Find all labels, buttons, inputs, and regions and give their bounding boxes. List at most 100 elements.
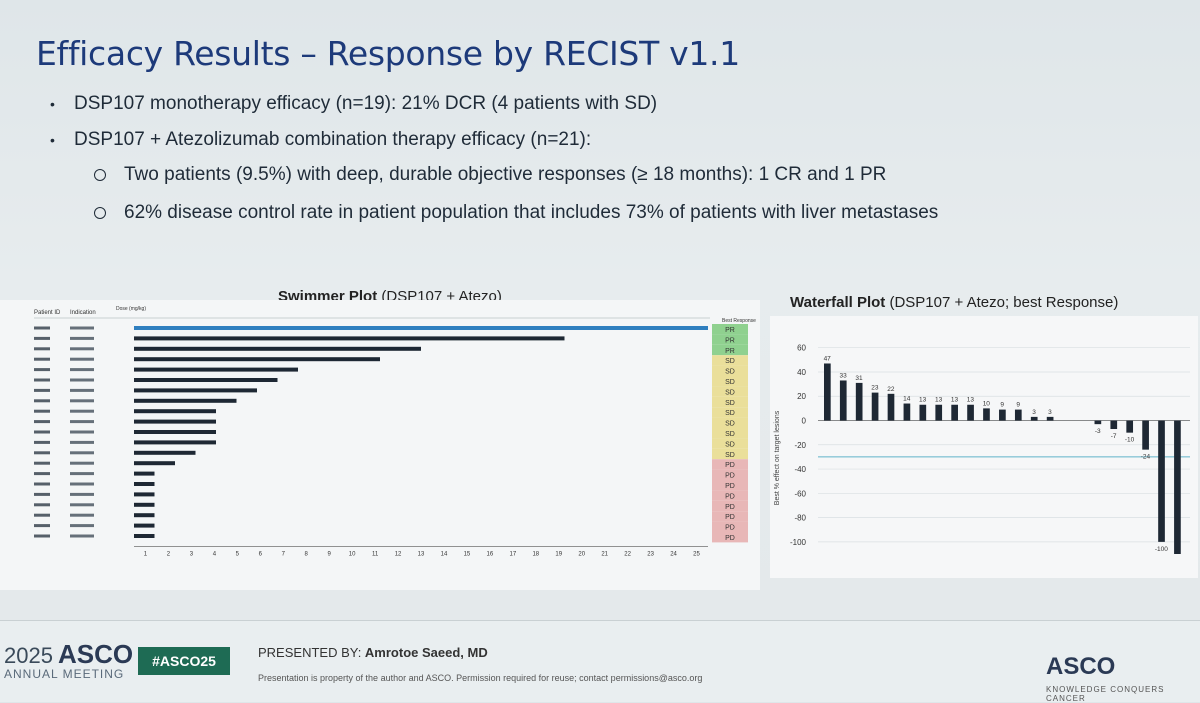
swimmer-row-indication xyxy=(70,347,94,351)
swimmer-row-indication xyxy=(70,534,94,538)
swimmer-x-tick-label: 19 xyxy=(555,551,562,557)
swimmer-x-tick-label: 8 xyxy=(305,551,309,557)
swimmer-row-indication xyxy=(70,451,94,455)
swimmer-x-tick-label: 25 xyxy=(693,551,700,557)
swimmer-row-id xyxy=(34,534,50,538)
waterfall-bar xyxy=(1094,420,1102,425)
swimmer-x-tick-label: 18 xyxy=(532,551,539,557)
swimmer-response-cell xyxy=(712,355,748,366)
waterfall-bar xyxy=(1158,420,1165,542)
waterfall-bar xyxy=(935,404,943,421)
sub-bullet-text: Two patients (9.5%) with deep, durable o… xyxy=(124,164,887,185)
waterfall-bar xyxy=(824,363,831,421)
waterfall-y-tick-label: -80 xyxy=(794,514,806,523)
swimmer-response-cell xyxy=(712,521,748,532)
swimmer-bar xyxy=(134,534,155,538)
swimmer-response-label: PR xyxy=(725,327,735,334)
waterfall-bar xyxy=(1046,416,1054,421)
swimmer-row-indication xyxy=(70,430,94,434)
swimmer-row-id xyxy=(34,430,50,434)
swimmer-x-tick-label: 15 xyxy=(464,551,471,557)
bullet-dot-icon: • xyxy=(50,132,55,148)
swimmer-row-id xyxy=(34,368,50,372)
waterfall-y-tick-label: 40 xyxy=(797,368,806,377)
swimmer-header-best-response: Best Response xyxy=(722,318,756,324)
swimmer-bar xyxy=(134,346,421,351)
footer-year: 2025 xyxy=(4,643,53,668)
swimmer-x-tick-label: 13 xyxy=(418,551,425,557)
swimmer-response-cell xyxy=(712,334,748,345)
presented-by-prefix: PRESENTED BY: xyxy=(258,645,365,660)
swimmer-row-id xyxy=(34,420,50,424)
waterfall-bar xyxy=(983,408,990,421)
swimmer-x-tick-label: 17 xyxy=(509,551,516,557)
swimmer-response-cell xyxy=(712,511,748,522)
waterfall-bar-label: 31 xyxy=(855,375,863,382)
swimmer-x-tick-label: 20 xyxy=(578,551,585,557)
swimmer-bar xyxy=(134,336,565,341)
waterfall-bar xyxy=(1174,420,1181,554)
swimmer-x-tick-label: 23 xyxy=(647,551,654,557)
asco-tagline: KNOWLEDGE CONQUERS CANCER xyxy=(1046,685,1165,703)
waterfall-bar-label: 22 xyxy=(887,386,895,393)
swimmer-x-tick-label: 2 xyxy=(167,551,171,557)
swimmer-response-cell xyxy=(712,469,748,480)
swimmer-row-id xyxy=(34,388,50,392)
permission-notice: Presentation is property of the author a… xyxy=(258,673,703,683)
waterfall-y-tick-label: -60 xyxy=(794,489,806,498)
waterfall-bar-label: 33 xyxy=(839,372,847,379)
swimmer-response-cell xyxy=(712,532,748,543)
swimmer-x-tick-label: 9 xyxy=(327,551,331,557)
swimmer-row-id xyxy=(34,472,50,476)
footer: 2025 ASCO ANNUAL MEETING #ASCO25 PRESENT… xyxy=(0,620,1200,703)
swimmer-row-id xyxy=(34,524,50,528)
swimmer-x-tick-label: 5 xyxy=(236,551,240,557)
waterfall-bar-label: 3 xyxy=(1032,409,1036,416)
swimmer-bar xyxy=(134,419,216,424)
swimmer-row-id xyxy=(34,482,50,486)
swimmer-bar xyxy=(134,502,155,507)
swimmer-row-indication xyxy=(70,378,94,382)
waterfall-bar xyxy=(1030,416,1038,421)
swimmer-response-cell xyxy=(712,376,748,387)
waterfall-bar xyxy=(1110,420,1118,430)
waterfall-bar xyxy=(1142,420,1149,450)
swimmer-bar xyxy=(134,440,216,445)
waterfall-bar-label: -24 xyxy=(1141,454,1151,461)
swimmer-x-tick-label: 7 xyxy=(282,551,286,557)
waterfall-plot: Best % effect on target lesions 60 40 20 0 -… xyxy=(770,316,1198,578)
swimmer-bar xyxy=(134,378,278,382)
swimmer-x-tick-label: 6 xyxy=(259,551,263,557)
waterfall-y-tick-label: -40 xyxy=(794,465,806,474)
waterfall-bar xyxy=(903,403,911,421)
swimmer-row-indication xyxy=(70,461,94,465)
waterfall-bar-label: -100 xyxy=(1155,546,1168,553)
bullet-text: DSP107 + Atezolizumab combination therap… xyxy=(74,129,592,150)
swimmer-x-tick-label: 22 xyxy=(624,551,631,557)
swimmer-response-label: SD xyxy=(725,431,735,438)
waterfall-bar xyxy=(871,392,879,421)
swimmer-row-id xyxy=(34,451,50,455)
swimmer-response-cell xyxy=(712,396,748,408)
swimmer-row-indication xyxy=(70,513,94,517)
swimmer-header-patient: Patient ID xyxy=(34,310,61,316)
swimmer-row-id xyxy=(34,461,50,465)
circle-bullet-icon xyxy=(94,169,106,181)
swimmer-response-cell xyxy=(712,407,748,418)
swimmer-response-label: PD xyxy=(725,462,735,469)
swimmer-response-label: PD xyxy=(725,514,735,521)
swimmer-row-indication xyxy=(70,472,94,476)
swimmer-header-dose: Dose (mg/kg) xyxy=(116,306,146,312)
swimmer-row-id xyxy=(34,326,50,330)
swimmer-response-cell xyxy=(712,344,748,356)
waterfall-bar xyxy=(1014,409,1022,421)
swimmer-bar xyxy=(134,471,155,476)
swimmer-response-label: SD xyxy=(725,421,735,428)
swimmer-header-indication: Indication xyxy=(70,310,96,316)
waterfall-bar-label: 14 xyxy=(903,396,911,403)
sub-bullet-text: 62% disease control rate in patient popu… xyxy=(124,202,939,223)
waterfall-bar xyxy=(999,409,1006,421)
swimmer-response-cell xyxy=(712,438,748,449)
annual-meeting-label: ANNUAL MEETING xyxy=(4,667,125,681)
swimmer-bar xyxy=(134,492,155,497)
